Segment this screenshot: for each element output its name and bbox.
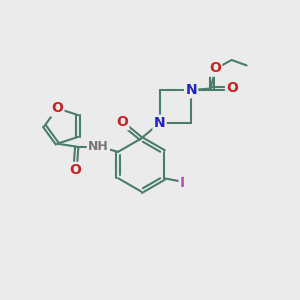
Text: NH: NH bbox=[88, 140, 109, 153]
Text: N: N bbox=[154, 116, 165, 130]
Text: I: I bbox=[180, 176, 185, 190]
Text: O: O bbox=[69, 163, 81, 177]
Text: O: O bbox=[208, 61, 220, 75]
Text: N: N bbox=[185, 83, 197, 97]
Text: O: O bbox=[51, 101, 63, 115]
Text: O: O bbox=[226, 82, 238, 95]
Text: O: O bbox=[116, 115, 128, 129]
Text: O: O bbox=[209, 61, 221, 74]
